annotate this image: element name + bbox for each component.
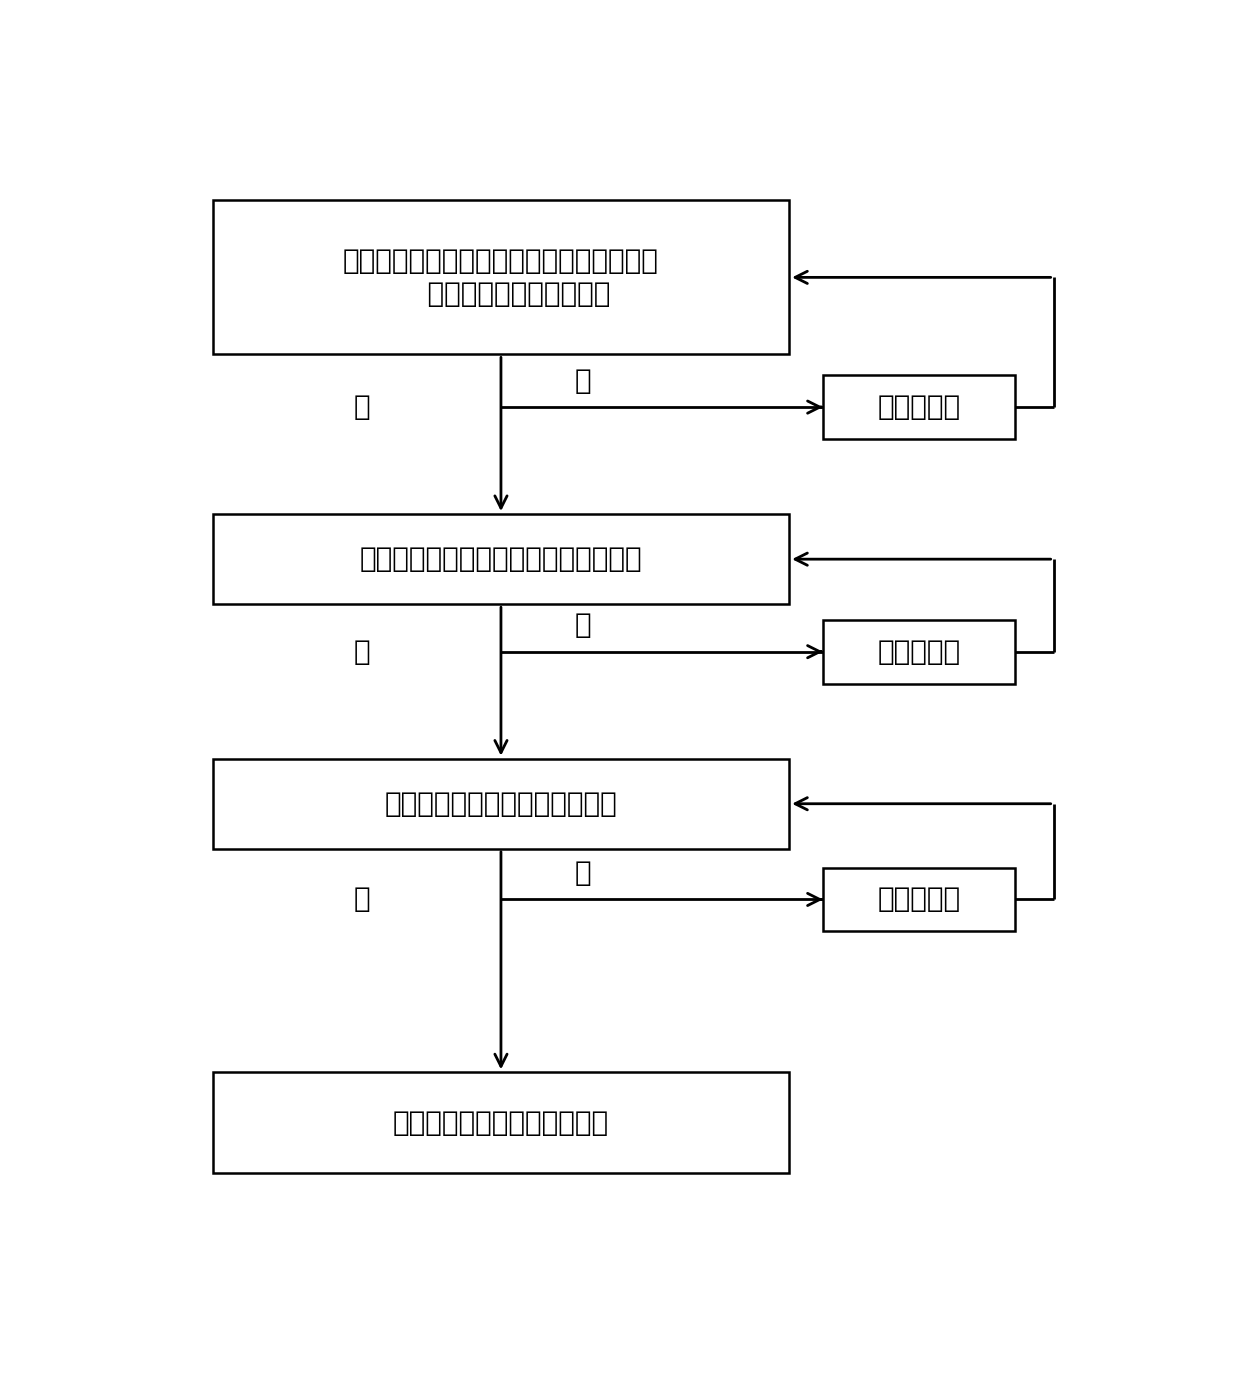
Text: 是: 是 [353,885,370,913]
Bar [823,620,1016,684]
Bar [213,758,789,849]
Bar [823,376,1016,439]
Text: 否: 否 [574,859,591,887]
Text: 是: 是 [353,394,370,421]
Text: 检验当前瓷套管是否为应用于高压工程的原
    型套管、且包括套管配件: 检验当前瓷套管是否为应用于高压工程的原 型套管、且包括套管配件 [343,247,658,308]
Text: 检验当前瓷套管内部是否已充油: 检验当前瓷套管内部是否已充油 [384,790,618,818]
Bar [213,1072,789,1174]
Text: 是: 是 [353,638,370,666]
Text: 否: 否 [574,366,591,395]
Bar [213,514,789,605]
Text: 更换瓷套管: 更换瓷套管 [878,885,961,913]
Bar [213,200,789,355]
Text: 更换瓷套管: 更换瓷套管 [878,638,961,666]
Text: 否: 否 [574,612,591,639]
Text: 更换瓷套管: 更换瓷套管 [878,394,961,421]
Bar [823,867,1016,931]
Text: 选取当前瓷套管为被测瓷套管: 选取当前瓷套管为被测瓷套管 [393,1109,609,1137]
Text: 检验当前瓷套管是否已进行过出厂试验: 检验当前瓷套管是否已进行过出厂试验 [360,545,642,573]
